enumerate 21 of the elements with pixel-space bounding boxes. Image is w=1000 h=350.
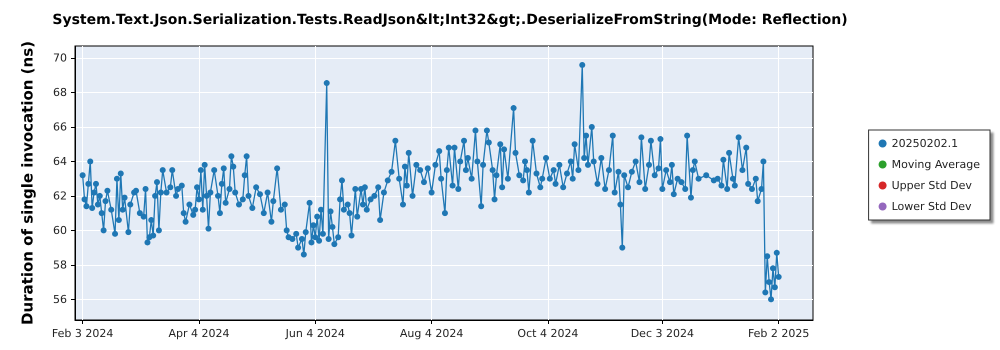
- x-tick-label: Dec 3 2024: [630, 327, 694, 340]
- x-tick-label: Oct 4 2024: [517, 327, 578, 340]
- y-tick-label: 70: [53, 52, 67, 65]
- x-tick-label: Aug 4 2024: [400, 327, 464, 340]
- y-tick-label: 68: [53, 86, 67, 100]
- y-tick-label: 64: [53, 154, 67, 168]
- legend-label: Upper Std Dev: [892, 179, 972, 192]
- x-tick-label: Feb 3 2024: [52, 327, 114, 340]
- y-tick-label: 60: [53, 224, 67, 237]
- legend-label: 20250202.1: [892, 137, 958, 150]
- x-tick-label: Feb 2 2025: [748, 327, 810, 340]
- y-tick-label: 58: [53, 258, 67, 272]
- legend-label: Lower Std Dev: [892, 200, 972, 213]
- chart-title: System.Text.Json.Serialization.Tests.ReadJson&lt;Int32&gt;.DeserializeFromString(Mode: Reflection): [52, 12, 848, 28]
- y-tick-label: 66: [53, 120, 67, 134]
- y-tick-label: 56: [53, 292, 67, 306]
- legend-label: Moving Average: [892, 158, 980, 171]
- y-tick-label: 62: [53, 189, 67, 202]
- y-axis-title: Duration of single invocation (ns): [18, 41, 36, 325]
- x-tick-label: Jun 4 2024: [284, 327, 345, 340]
- x-tick-label: Apr 4 2024: [168, 327, 230, 340]
